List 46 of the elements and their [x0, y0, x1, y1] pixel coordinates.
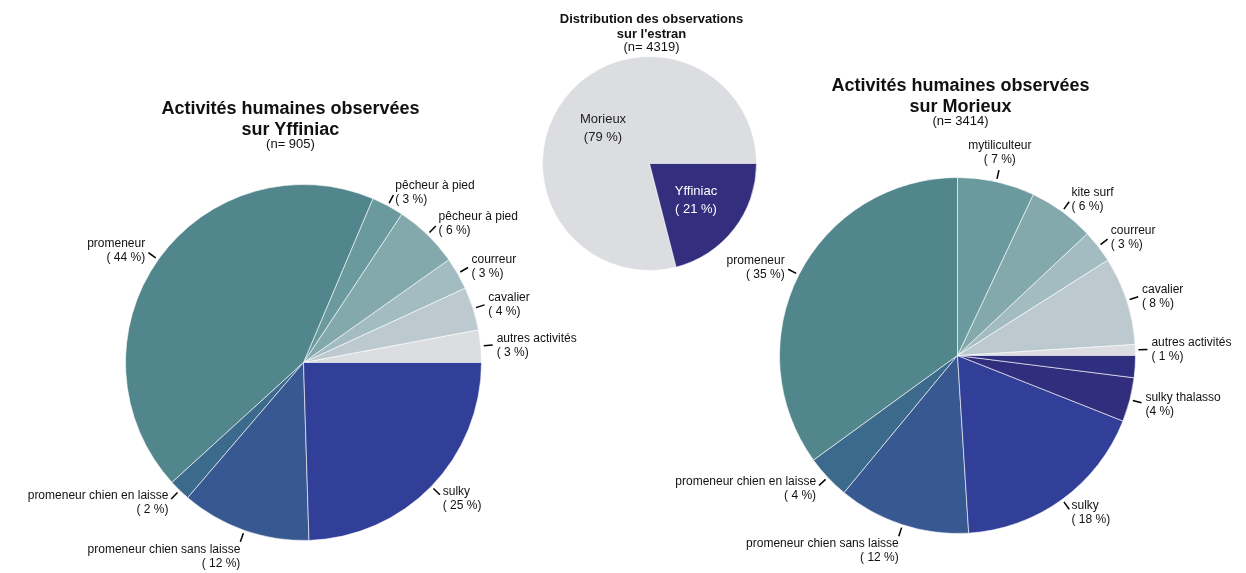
data-label: ( 3 %) — [395, 191, 428, 206]
slice-label: pêcheur à pied — [395, 177, 475, 192]
data-label: ( 6 %) — [1071, 198, 1104, 213]
slice-label: promeneur chien en laisse — [27, 487, 169, 502]
data-label: ( 6 %) — [438, 223, 471, 238]
slice-label: Morieux — [579, 110, 627, 126]
data-label: (4 %) — [1145, 403, 1175, 418]
chart-subtitle: (n= 905) — [266, 136, 315, 152]
slice-label: cavalier — [488, 289, 530, 304]
data-label: ( 4 %) — [488, 303, 521, 318]
slice-label: promeneur — [87, 236, 146, 251]
chart-subtitle: (n= 3414) — [932, 113, 989, 129]
slice-label: kite surf — [1071, 184, 1115, 199]
slice-label: courreur — [471, 251, 517, 266]
data-label: ( 35 %) — [745, 267, 785, 282]
data-label: ( 4 %) — [784, 488, 817, 503]
data-label: ( 3 %) — [1110, 236, 1143, 251]
data-label: ( 7 %) — [983, 152, 1016, 167]
slice-label: courreur — [1110, 222, 1156, 237]
data-label: ( 25 %) — [442, 497, 482, 512]
data-label: ( 1 %) — [1151, 349, 1184, 364]
slice-label: sulky — [1071, 498, 1099, 513]
chart-title: Activités humaines observées sur Yffiniac — [161, 97, 420, 139]
slice-label: sulky thalasso — [1145, 389, 1222, 404]
data-label: ( 2 %) — [136, 501, 169, 516]
slice-label: mytiliculteur — [968, 138, 1032, 153]
data-label: ( 3 %) — [496, 344, 529, 359]
slice-label: cavalier — [1142, 281, 1184, 296]
data-label: ( 12 %) — [860, 550, 899, 565]
data-label: ( 21 %) — [675, 201, 717, 217]
slice-label: autres activités — [1151, 335, 1232, 350]
slice-label: pêcheur à pied — [438, 209, 518, 224]
data-label: ( 3 %) — [471, 265, 504, 280]
data-label: (79 %) — [583, 128, 623, 144]
data-label: ( 44 %) — [106, 250, 146, 265]
data-label: ( 12 %) — [201, 555, 241, 570]
chart-title: Activités humaines observées sur Morieux — [831, 74, 1090, 116]
slice-label: promeneur chien en laisse — [675, 474, 817, 489]
slice-label: promeneur chien sans laisse — [87, 541, 241, 556]
slice-label: promeneur — [726, 253, 785, 268]
data-label: ( 18 %) — [1071, 512, 1111, 527]
slice-label: sulky — [442, 483, 471, 498]
slice-label: Yffiniac — [674, 183, 718, 199]
slice-label: promeneur chien sans laisse — [746, 536, 900, 551]
data-label: ( 8 %) — [1142, 295, 1175, 310]
slice-label: autres activités — [496, 330, 577, 345]
